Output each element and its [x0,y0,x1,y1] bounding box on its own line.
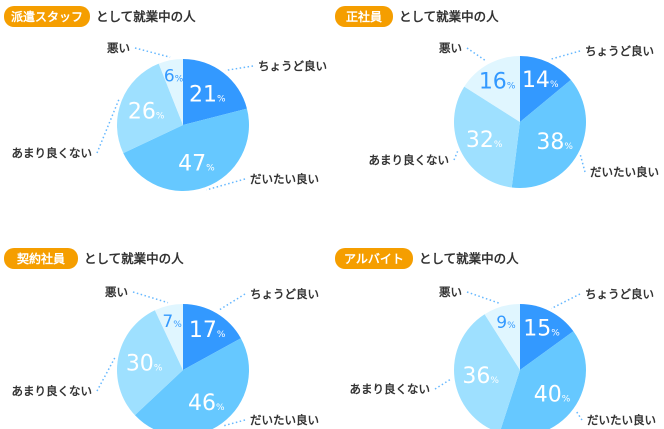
leader-line [453,151,459,161]
category-label: あまり良くない [12,384,93,398]
category-label: ちょうど良い [585,44,654,58]
group-badge [335,6,393,27]
pie-slice-2 [134,338,249,429]
leader-line [550,293,581,310]
leader-line [579,155,586,173]
pie-slice-2 [511,79,586,188]
leader-line [206,178,246,191]
category-label: あまり良くない [369,153,450,167]
slice-value-label: 30% [126,352,163,377]
pie-slice-2 [123,108,249,191]
category-label: だいたい良い [250,172,319,186]
pie-chart-3: 契約社員 として就業中の人 17% ちょうど良い 46% だいたい良い 30% あまり良くない… [4,248,319,429]
pie-chart-1: 派遣スタッフ として就業中の人 21% ちょうど良い 47% だいたい良い 26% あまり良く… [4,6,327,191]
category-label: だいたい良い [590,165,659,179]
slice-value-label: 16% [479,69,516,94]
leader-line [134,47,171,58]
group-badge-label: 契約社員 [16,251,65,266]
pie-slice-1 [520,304,574,370]
slice-value-label: 26% [128,99,165,124]
pie-slice-4 [464,56,520,122]
leader-line [575,410,583,421]
leader-line [434,378,452,390]
slice-value-label: 21% [189,83,226,108]
category-label: 悪い [105,285,128,299]
pie-slice-4 [158,59,183,125]
pie-slice-3 [116,310,183,416]
group-badge [4,248,78,269]
leader-line [96,356,116,392]
category-label: ちょうど良い [585,287,654,301]
slice-value-label: 17% [189,318,226,343]
chart-title-suffix: として就業中の人 [84,251,184,266]
category-label: 悪い [107,41,130,55]
pie-slice-4 [484,304,520,370]
slice-value-label: 40% [534,382,571,407]
slice-value-label: 6% [164,67,184,87]
slice-value-label: 14% [522,68,559,93]
group-badge [4,6,90,27]
pie-slice-4 [154,304,183,370]
group-badge-label: 派遣スタッフ [11,9,83,24]
category-label: あまり良くない [350,382,431,396]
pie-slice-1 [183,304,241,370]
category-label: だいたい良い [587,413,656,427]
slice-value-label: 36% [462,364,499,389]
leader-line [466,47,488,63]
slice-value-label: 47% [178,151,215,176]
pie-chart-4: アルバイト として就業中の人 15% ちょうど良い 40% だいたい良い 36% あまり良くな… [335,248,656,429]
leader-line [223,419,246,427]
slice-value-label: 9% [496,313,516,333]
slice-value-label: 46% [188,391,225,416]
group-badge-label: アルバイト [344,252,404,266]
chart-title-suffix: として就業中の人 [419,251,519,266]
leader-line [225,65,254,72]
category-label: ちょうど良い [250,287,319,301]
pie-slice-1 [520,56,571,122]
leader-line [96,99,120,154]
leader-line [466,291,501,305]
chart-title-suffix: として就業中の人 [96,9,196,24]
slice-value-label: 7% [162,312,182,332]
pie-slice-3 [116,63,183,154]
leader-line [217,293,246,312]
pie-chart-2: 正社員 として就業中の人 14% ちょうど良い 38% だいたい良い 32% あまり良くない 1… [335,6,659,188]
pie-slice-3 [454,86,520,188]
pie-slice-1 [183,59,247,125]
slice-value-label: 32% [466,128,503,153]
category-label: 悪い [439,285,462,299]
leader-line [549,50,581,61]
category-label: あまり良くない [12,146,93,160]
category-label: だいたい良い [250,413,319,427]
leader-line [132,291,169,304]
chart-title-suffix: として就業中の人 [399,9,499,24]
group-badge-label: 正社員 [346,9,382,24]
slice-value-label: 15% [523,317,560,342]
slice-value-label: 38% [536,130,573,155]
pie-slice-3 [454,314,520,429]
group-badge [335,248,413,269]
category-label: 悪い [439,41,462,55]
category-label: ちょうど良い [258,59,327,73]
pie-slice-2 [500,331,586,429]
